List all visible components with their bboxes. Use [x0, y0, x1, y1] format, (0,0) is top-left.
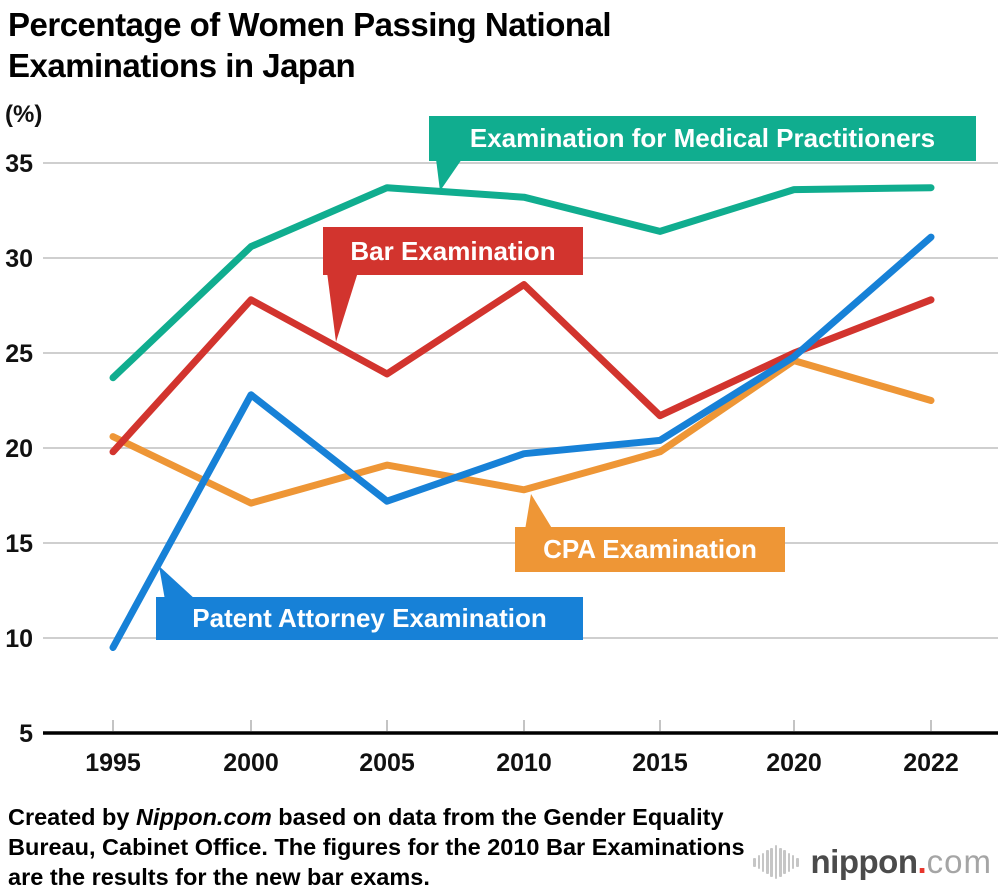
source-note-post: based on data from the Gender Equality	[271, 804, 724, 830]
callout-tail-cpa-examination	[525, 494, 553, 530]
callout-bar-label: Bar Examination	[350, 235, 556, 266]
logo-word-nippon: nippon	[810, 843, 918, 880]
callout-cpa-examination: CPA Examination	[515, 527, 785, 572]
y-axis-unit-label: (%)	[5, 101, 43, 128]
x-tick-label-2022: 2022	[903, 749, 959, 777]
wave-bar	[783, 850, 786, 874]
source-note: Created by Nippon.com based on data from…	[8, 802, 745, 886]
x-tick-label-2020: 2020	[766, 749, 822, 777]
audio-wave-icon	[753, 842, 800, 882]
wave-bar	[757, 855, 761, 869]
y-tick-label-35: 35	[5, 150, 33, 178]
y-tick-label-20: 20	[5, 435, 33, 463]
wave-bar	[761, 852, 765, 872]
wave-bar	[774, 845, 778, 879]
series-line-cpa-examination	[109, 357, 935, 507]
y-tick-label-30: 30	[5, 245, 33, 273]
y-tick-label-10: 10	[5, 625, 33, 653]
source-note-line-2: Bureau, Cabinet Office. The figures for …	[8, 834, 745, 860]
logo-red-dot: .	[917, 843, 927, 880]
wave-bar	[766, 850, 769, 874]
y-tick-label-15: 15	[5, 530, 33, 558]
wave-bar	[753, 857, 756, 867]
source-note-pre: Created by	[8, 804, 136, 830]
callout-tail-patent-attorney-examination	[159, 566, 196, 600]
x-tick-label-2015: 2015	[632, 749, 688, 777]
source-note-line-1: Created by Nippon.com based on data from…	[8, 802, 745, 832]
series-line-patent-attorney-examination	[109, 233, 935, 651]
y-tick-label-5: 5	[19, 720, 33, 748]
title-line-1: Percentage of Women Passing National	[8, 6, 612, 43]
wave-bar	[791, 855, 795, 869]
callout-medical-examination: Examination for Medical Practitioners	[429, 116, 976, 161]
nippon-logo-text: nippon . com	[811, 843, 992, 881]
source-note-line-3: are the results for the new bar exams.	[8, 864, 430, 886]
nippon-logo: nippon . com	[753, 842, 992, 882]
callout-bar-examination: Bar Examination	[323, 227, 583, 275]
callout-tail-examination-for-medical-practitioners	[436, 159, 462, 191]
wave-bar	[787, 852, 791, 872]
x-tick-label-2005: 2005	[359, 749, 415, 777]
wave-bar	[779, 847, 782, 877]
callout-tail-bar-examination	[327, 272, 358, 342]
callout-medical-label: Examination for Medical Practitioners	[469, 123, 936, 153]
wave-bar	[796, 857, 799, 867]
callout-patent-label: Patent Attorney Examination	[192, 603, 547, 633]
y-tick-label-25: 25	[5, 340, 33, 368]
x-tick-label-2000: 2000	[223, 749, 279, 777]
callout-cpa-label: CPA Examination	[543, 534, 757, 564]
callout-patent-attorney-examination: Patent Attorney Examination	[156, 597, 583, 640]
wave-bar	[770, 847, 773, 877]
x-tick-label-2010: 2010	[496, 749, 552, 777]
title-line-2: Examinations in Japan	[8, 47, 356, 84]
source-note-brand: Nippon.com	[136, 804, 272, 830]
x-tick-label-1995: 1995	[85, 749, 141, 777]
logo-word-com: com	[926, 843, 992, 880]
series-line-examination-for-medical-practitioners	[109, 184, 935, 382]
page-title: Percentage of Women Passing National Exa…	[8, 4, 612, 86]
